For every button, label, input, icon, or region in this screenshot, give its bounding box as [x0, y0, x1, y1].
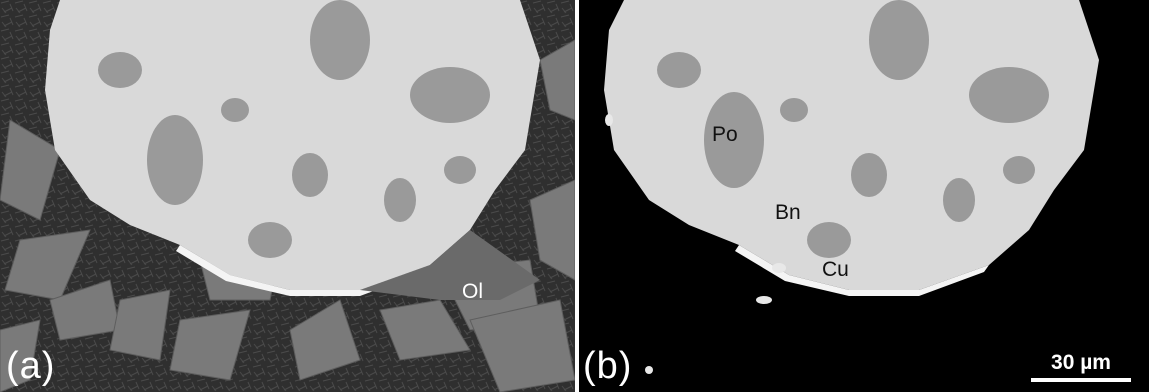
phase-label-cu: Cu	[822, 258, 849, 281]
scale-bar: 30 µm	[1031, 352, 1131, 382]
panel-divider	[575, 0, 579, 392]
sulfide-droplet	[604, 0, 1099, 290]
pyrrhotite-blebs	[98, 0, 490, 258]
phase-label-bn: Bn	[775, 201, 801, 224]
pyrrhotite-blebs	[657, 0, 1049, 258]
olivine-grain-large	[360, 230, 540, 300]
sulfide-droplet	[45, 0, 540, 290]
copper-rim	[176, 245, 430, 296]
copper-rim	[735, 245, 989, 296]
scale-bar-line	[1031, 378, 1131, 382]
bse-image-a	[0, 0, 575, 392]
phase-label-po: Po	[712, 123, 738, 146]
phase-label-ol: Ol	[462, 280, 483, 303]
panel-label-b: (b)	[583, 345, 633, 387]
micrograph-panel-a: Ol (a)	[0, 0, 575, 392]
panel-label-a: (a)	[6, 345, 56, 387]
scale-bar-text: 30 µm	[1051, 351, 1111, 374]
micrograph-panel-b: Po Bn Cu (b) 30 µm	[579, 0, 1149, 392]
bse-image-b	[579, 0, 1149, 392]
copper-specks	[605, 114, 786, 374]
